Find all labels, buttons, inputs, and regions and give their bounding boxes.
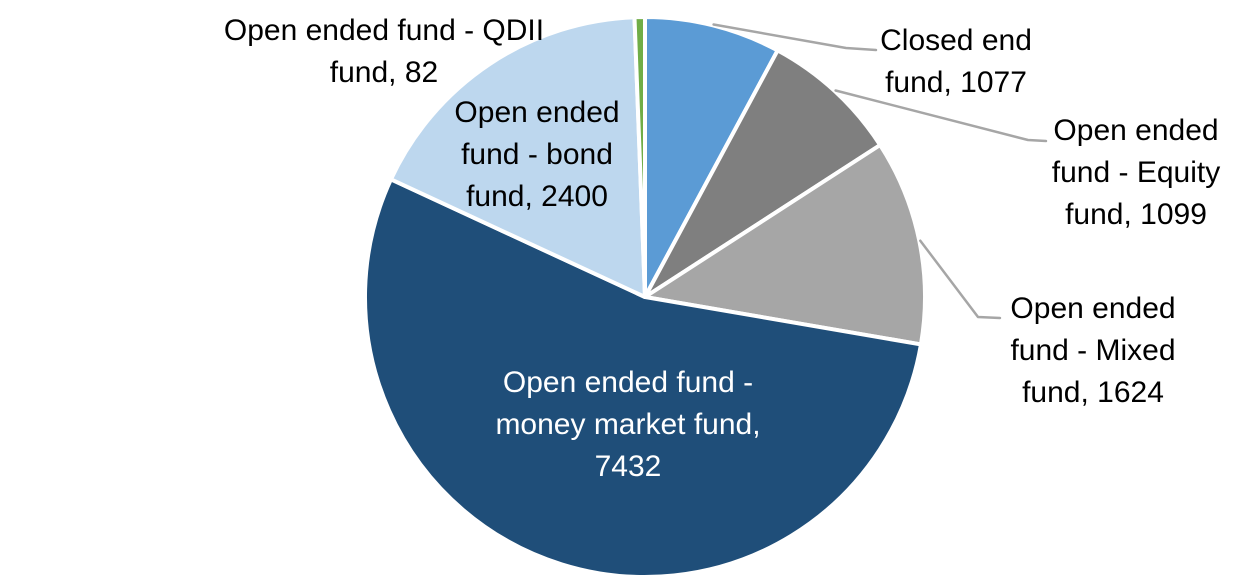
pie-slice-open-ended-qdii-fund [632,15,647,299]
leader-line-open-ended-equity-fund [834,89,1048,143]
pie-slice-open-ended-bond-fund [388,15,647,299]
pie-slice-open-ended-money-market-fund [363,177,923,579]
leader-line-open-ended-mixed-fund [919,239,1002,320]
leader-line-closed-end-fund [712,23,878,52]
